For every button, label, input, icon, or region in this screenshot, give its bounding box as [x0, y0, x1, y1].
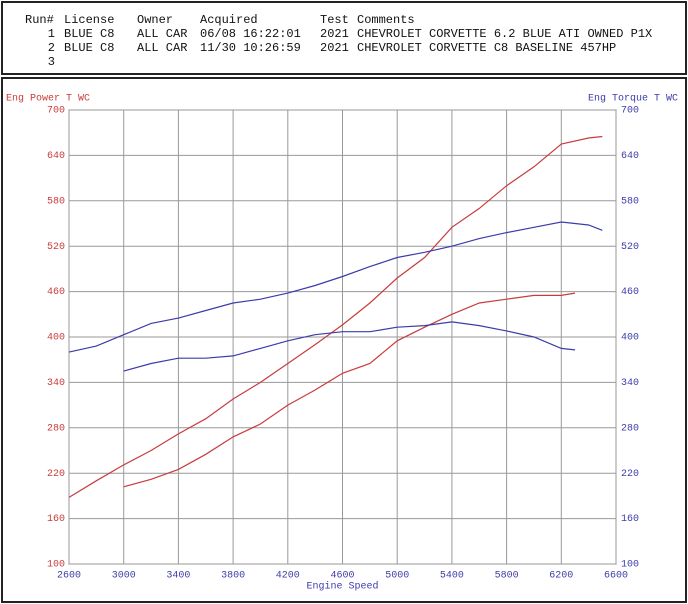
chart: 2600 3000 3400 3800 4200 4600 5000 5400 5800 6200… [6, 94, 678, 593]
x-axis-title: Engine Speed [306, 581, 378, 593]
cell: 1 [48, 27, 55, 41]
cell: 2021 [320, 27, 349, 41]
cell: 3 [48, 55, 55, 69]
y-tick-label: 220 [47, 469, 65, 480]
y2-tick-label: 160 [621, 514, 639, 525]
y-tick-label: 160 [47, 514, 65, 525]
x-tick-label: 6600 [604, 571, 628, 582]
y-axis-title: Eng Power T WC [6, 94, 90, 105]
column-header: License [64, 13, 114, 27]
cell: 2021 [320, 41, 349, 55]
y2-tick-label: 520 [621, 242, 639, 253]
x-tick-label: 5400 [440, 571, 464, 582]
y2-tick-label: 580 [621, 196, 639, 207]
y2-tick-label: 340 [621, 378, 639, 389]
cell: 2 [48, 41, 55, 55]
x-tick-label: 4200 [276, 571, 300, 582]
data-line [68, 221, 603, 353]
y2-tick-label: 280 [621, 423, 639, 434]
y2-tick-label: 700 [621, 106, 639, 117]
chart-box [1, 77, 687, 603]
x-tick-label: 3000 [112, 571, 136, 582]
y2-tick-label: 460 [621, 287, 639, 298]
cell: 11/30 10:26:59 [200, 41, 301, 55]
x-tick-label: 4600 [330, 571, 354, 582]
y-tick-label: 640 [47, 151, 65, 162]
x-tick-label: 2600 [57, 571, 81, 582]
x-tick-label: 6200 [549, 571, 573, 582]
cell: BLUE C8 [64, 41, 114, 55]
y2-tick-label: 100 [621, 560, 639, 571]
column-header: Acquired [200, 13, 258, 27]
x-tick-label: 3800 [221, 571, 245, 582]
cell: ALL CAR [137, 27, 187, 41]
x-tick-label: 3400 [166, 571, 190, 582]
cell: CHEVROLET CORVETTE 6.2 BLUE ATI OWNED P1… [357, 27, 652, 41]
data-line [68, 135, 603, 498]
header: Run# License Owner Acquired Test Comments 1 BLU… [25, 13, 652, 69]
y2-tick-label: 640 [621, 151, 639, 162]
column-header: Test [320, 13, 349, 27]
y-tick-label: 400 [47, 333, 65, 344]
data-line [123, 321, 576, 372]
x-tick-label: 5000 [385, 571, 409, 582]
y-tick-label: 280 [47, 423, 65, 434]
y2-axis-title: Eng Torque T WC [588, 94, 678, 105]
y-tick-label: 100 [47, 560, 65, 571]
column-header: Run# [25, 13, 54, 27]
x-tick-label: 5800 [495, 571, 519, 582]
y-tick-label: 580 [47, 196, 65, 207]
cell: CHEVROLET CORVETTE C8 BASELINE 457HP [357, 41, 616, 55]
y2-tick-label: 220 [621, 469, 639, 480]
cell: 06/08 16:22:01 [200, 27, 301, 41]
y-tick-label: 340 [47, 378, 65, 389]
header-box [1, 1, 687, 75]
y-tick-label: 520 [47, 242, 65, 253]
column-header: Comments [357, 13, 415, 27]
y-tick-label: 460 [47, 287, 65, 298]
data-line [123, 292, 576, 488]
cell: BLUE C8 [64, 27, 114, 41]
y-tick-label: 700 [47, 106, 65, 117]
cell: ALL CAR [137, 41, 187, 55]
y2-tick-label: 400 [621, 333, 639, 344]
column-header: Owner [137, 13, 173, 27]
